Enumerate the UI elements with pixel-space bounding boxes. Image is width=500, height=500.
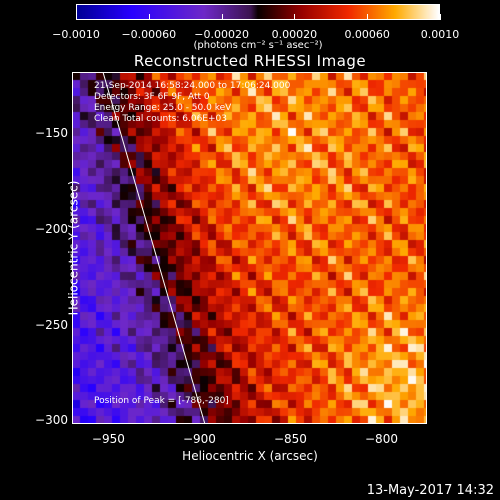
plot-overlay <box>102 72 206 424</box>
colorbar-tick-label: −0.00020 <box>194 28 249 41</box>
x-tick-label: −950 <box>91 432 125 446</box>
chart-title: Reconstructed RHESSI Image <box>133 52 367 70</box>
x-tick-label: −850 <box>273 432 307 446</box>
heatmap-image <box>72 72 427 424</box>
colorbar-tick-mark <box>221 14 223 20</box>
annotation-peak-position: Position of Peak = [-786,-280] <box>94 396 229 406</box>
colorbar-tick-label: 0.00060 <box>344 28 390 41</box>
y-tick-label: −150 <box>35 126 68 141</box>
y-axis-label: Heliocentric Y (arcsec) <box>66 180 81 316</box>
solar-limb-line <box>102 72 206 424</box>
colorbar-tick-label: −0.00060 <box>121 28 177 41</box>
annotation-clean-counts: Clean Total counts: 6.06E+03 <box>94 114 227 124</box>
x-tick-label: −800 <box>365 432 398 446</box>
y-tick-label: −250 <box>35 317 68 332</box>
colorbar-tick-mark <box>76 14 77 20</box>
footer-date: 13-May-2017 14:32 <box>366 483 494 498</box>
colorbar-tick-label: −0.0010 <box>52 28 100 41</box>
annotation-energy-range: Energy Range: 25.0 - 50.0 keV <box>94 103 232 113</box>
colorbar-tick-mark <box>367 14 369 20</box>
x-tick-label: −900 <box>182 432 216 446</box>
colorbar-tick-mark <box>440 14 441 20</box>
y-tick-label: −300 <box>35 413 68 428</box>
y-tick-label: −200 <box>35 221 68 236</box>
plot-area <box>72 72 427 424</box>
colorbar-tick-label: 0.00020 <box>271 28 318 41</box>
colorbar-units: (photons cm⁻² s⁻¹ asec⁻²) <box>193 40 323 51</box>
annotation-detectors: Detectors: 3F 6F 9F, Att 0 <box>94 92 210 102</box>
colorbar-tick-label: 0.0010 <box>420 28 460 41</box>
colorbar-tick-mark <box>148 14 150 20</box>
annotation-time-range: 21-Sep-2014 16:58:24.000 to 17:06:24.000 <box>94 81 291 91</box>
colorbar-tick-mark <box>294 14 296 20</box>
x-axis-label: Heliocentric X (arcsec) <box>182 449 318 463</box>
colorbar <box>76 4 440 20</box>
